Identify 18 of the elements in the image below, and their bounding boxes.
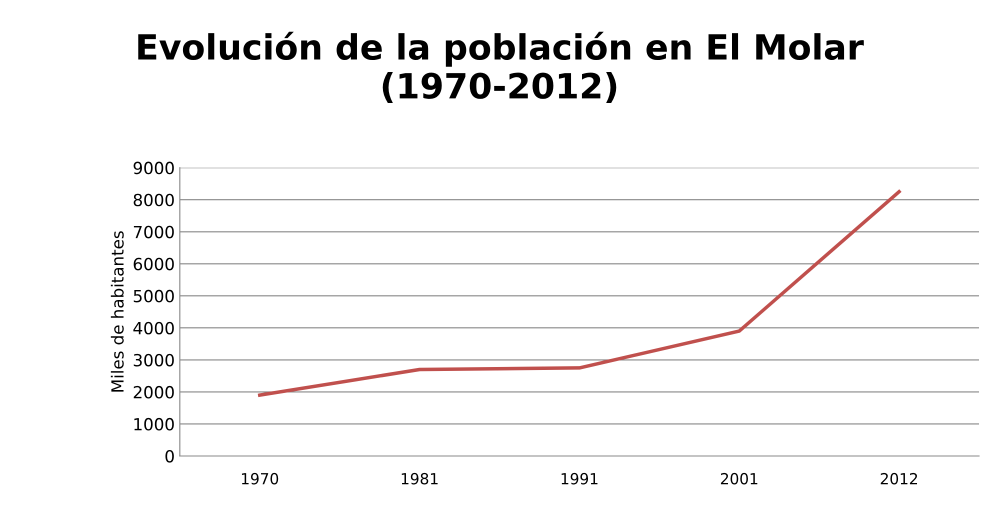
y-tick-label: 4000: [133, 322, 174, 334]
x-tick-label: 2001: [720, 472, 758, 484]
y-tick-label: 1000: [134, 418, 174, 431]
x-tick-label: 2012: [880, 472, 918, 484]
x-tick-label: 1970: [242, 472, 278, 484]
y-tick-label: 2000: [134, 386, 174, 398]
y-tick-label: 8000: [134, 194, 174, 206]
chart-title: Evolución de la población en El Molar (1970-2012): [138, 32, 864, 103]
y-tick-label: 6000: [134, 258, 174, 270]
y-tick-label: 3000: [134, 354, 174, 366]
y-tick-label: 5000: [134, 290, 174, 302]
x-tick-label: 1981: [402, 472, 438, 484]
y-tick-label: 0: [165, 450, 174, 463]
y-tick-label: 9000: [134, 162, 174, 174]
y-tick-label: 7000: [134, 226, 174, 238]
line-series: [258, 190, 901, 397]
y-axis-title: Miles de habitantes: [110, 231, 124, 392]
x-tick-label: 1991: [562, 472, 598, 484]
